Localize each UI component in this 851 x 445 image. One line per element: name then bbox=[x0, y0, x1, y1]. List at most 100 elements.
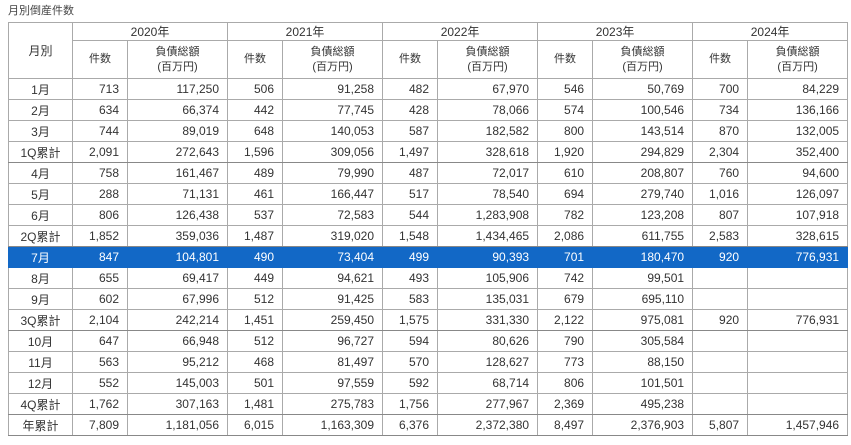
count-cell: 2,369 bbox=[537, 393, 594, 415]
debt-header: 負債総額 (百万円) bbox=[747, 40, 849, 79]
table-row: 12月 552 145,003 501 97,559 592 68,714 806 101,50… bbox=[8, 372, 849, 394]
count-cell: 847 bbox=[72, 246, 128, 268]
debt-cell: 180,470 bbox=[592, 246, 694, 268]
debt-cell: 67,996 bbox=[126, 288, 229, 310]
table-row: 8月 655 69,417 449 94,621 493 105,906 742 99,501 bbox=[8, 267, 849, 289]
debt-header-label: 負債総額 bbox=[775, 45, 820, 58]
count-cell: 700 bbox=[692, 78, 749, 100]
count-cell: 442 bbox=[227, 99, 284, 121]
debt-cell: 105,906 bbox=[437, 267, 539, 289]
table-row: 年累計 7,809 1,181,056 6,015 1,163,309 6,376 2,37… bbox=[8, 414, 849, 436]
debt-cell: 242,214 bbox=[126, 309, 229, 331]
count-cell: 6,376 bbox=[382, 414, 439, 436]
table-row: 10月 647 66,948 512 96,727 594 80,626 790 305,584 bbox=[8, 330, 849, 352]
count-cell: 1,451 bbox=[227, 309, 284, 331]
debt-cell: 69,417 bbox=[126, 267, 229, 289]
count-cell: 288 bbox=[72, 183, 128, 205]
count-cell bbox=[692, 288, 749, 310]
debt-cell bbox=[747, 288, 849, 310]
debt-cell: 143,514 bbox=[592, 120, 694, 142]
column-header-row: 件数 負債総額 (百万円) 件数 負債総額 (百万円) 件数 負債総額 (百万円) 件数 負債総額 (… bbox=[9, 40, 849, 79]
count-cell: 790 bbox=[537, 330, 594, 352]
debt-cell bbox=[747, 351, 849, 373]
debt-cell: 128,627 bbox=[437, 351, 539, 373]
count-cell: 647 bbox=[72, 330, 128, 352]
count-header: 件数 bbox=[72, 40, 128, 79]
row-label: 3Q累計 bbox=[8, 309, 73, 331]
debt-cell: 1,181,056 bbox=[126, 414, 229, 436]
debt-header-label: 負債総額 bbox=[620, 45, 665, 58]
debt-cell: 208,807 bbox=[592, 162, 694, 184]
debt-cell: 1,283,908 bbox=[437, 204, 539, 226]
debt-cell: 79,990 bbox=[282, 162, 384, 184]
count-cell: 546 bbox=[537, 78, 594, 100]
debt-cell: 123,208 bbox=[592, 204, 694, 226]
year-header: 2020年 bbox=[71, 22, 229, 41]
debt-cell: 272,643 bbox=[126, 141, 229, 163]
debt-cell: 307,163 bbox=[126, 393, 229, 415]
count-cell: 8,497 bbox=[537, 414, 594, 436]
count-cell: 2,122 bbox=[537, 309, 594, 331]
bankruptcy-table: 月別 2020年 2021年 2022年 2023年 2024年 件数 負債総額 (百万円)… bbox=[8, 22, 849, 436]
debt-cell: 95,212 bbox=[126, 351, 229, 373]
count-cell: 501 bbox=[227, 372, 284, 394]
debt-cell: 145,003 bbox=[126, 372, 229, 394]
count-cell: 806 bbox=[537, 372, 594, 394]
debt-cell: 776,931 bbox=[747, 246, 849, 268]
count-cell: 648 bbox=[227, 120, 284, 142]
row-label: 年累計 bbox=[8, 414, 73, 436]
row-label: 4Q累計 bbox=[8, 393, 73, 415]
debt-cell: 68,714 bbox=[437, 372, 539, 394]
count-cell: 512 bbox=[227, 288, 284, 310]
count-cell: 713 bbox=[72, 78, 128, 100]
debt-cell: 328,618 bbox=[437, 141, 539, 163]
debt-cell: 695,110 bbox=[592, 288, 694, 310]
table-row: 3月 744 89,019 648 140,053 587 182,582 800 143,51… bbox=[8, 120, 849, 142]
count-header: 件数 bbox=[382, 40, 439, 79]
count-cell: 2,104 bbox=[72, 309, 128, 331]
debt-cell: 94,621 bbox=[282, 267, 384, 289]
debt-cell: 305,584 bbox=[592, 330, 694, 352]
debt-cell: 136,166 bbox=[747, 99, 849, 121]
debt-cell: 72,583 bbox=[282, 204, 384, 226]
row-label: 4月 bbox=[8, 162, 73, 184]
year-header: 2023年 bbox=[537, 22, 694, 41]
count-cell: 694 bbox=[537, 183, 594, 205]
debt-cell: 1,457,946 bbox=[747, 414, 849, 436]
debt-cell: 88,150 bbox=[592, 351, 694, 373]
count-cell: 461 bbox=[227, 183, 284, 205]
table-row: 3Q累計 2,104 242,214 1,451 259,450 1,575 331,330… bbox=[8, 309, 849, 331]
table-row: 7月 847 104,801 490 73,404 499 90,393 701 180,470… bbox=[8, 246, 849, 268]
row-label: 9月 bbox=[8, 288, 73, 310]
debt-cell: 132,005 bbox=[747, 120, 849, 142]
count-cell: 517 bbox=[382, 183, 439, 205]
debt-cell: 67,970 bbox=[437, 78, 539, 100]
table-body: 1月 713 117,250 506 91,258 482 67,970 546 50,769 7… bbox=[8, 78, 849, 436]
debt-cell: 104,801 bbox=[126, 246, 229, 268]
debt-cell: 2,372,380 bbox=[437, 414, 539, 436]
debt-cell: 84,229 bbox=[747, 78, 849, 100]
table-row: 9月 602 67,996 512 91,425 583 135,031 679 695,110 bbox=[8, 288, 849, 310]
debt-cell: 328,615 bbox=[747, 225, 849, 247]
debt-cell: 611,755 bbox=[592, 225, 694, 247]
year-header: 2024年 bbox=[692, 22, 849, 41]
debt-cell bbox=[747, 267, 849, 289]
debt-header: 負債総額 (百万円) bbox=[126, 40, 229, 79]
table-row: 6月 806 126,438 537 72,583 544 1,283,908 782 123,… bbox=[8, 204, 849, 226]
count-cell: 574 bbox=[537, 99, 594, 121]
count-cell: 602 bbox=[72, 288, 128, 310]
debt-cell: 94,600 bbox=[747, 162, 849, 184]
debt-cell: 66,948 bbox=[126, 330, 229, 352]
count-cell: 1,487 bbox=[227, 225, 284, 247]
count-cell: 920 bbox=[692, 246, 749, 268]
debt-header-label: 負債総額 bbox=[155, 45, 200, 58]
debt-cell: 50,769 bbox=[592, 78, 694, 100]
table-row: 5月 288 71,131 461 166,447 517 78,540 694 279,740… bbox=[8, 183, 849, 205]
debt-header: 負債総額 (百万円) bbox=[282, 40, 384, 79]
debt-cell: 319,020 bbox=[282, 225, 384, 247]
debt-cell: 126,097 bbox=[747, 183, 849, 205]
debt-cell: 78,066 bbox=[437, 99, 539, 121]
count-cell: 806 bbox=[72, 204, 128, 226]
debt-cell: 352,400 bbox=[747, 141, 849, 163]
